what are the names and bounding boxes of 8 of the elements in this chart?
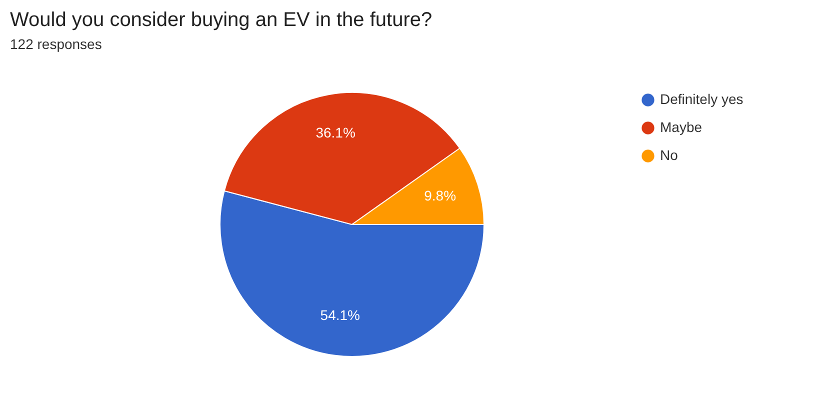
text: 122 responses <box>10 36 102 52</box>
data-label: 36.1% <box>316 124 356 141</box>
data-label: 9.8% <box>424 188 456 204</box>
legend-label: Maybe <box>660 119 702 135</box>
data-label: 54.1% <box>320 307 360 324</box>
legend-label: No <box>660 147 678 163</box>
legend-label: Definitely yes <box>660 91 744 107</box>
chart-title: Would you consider buying an EV in the future? <box>10 9 432 31</box>
